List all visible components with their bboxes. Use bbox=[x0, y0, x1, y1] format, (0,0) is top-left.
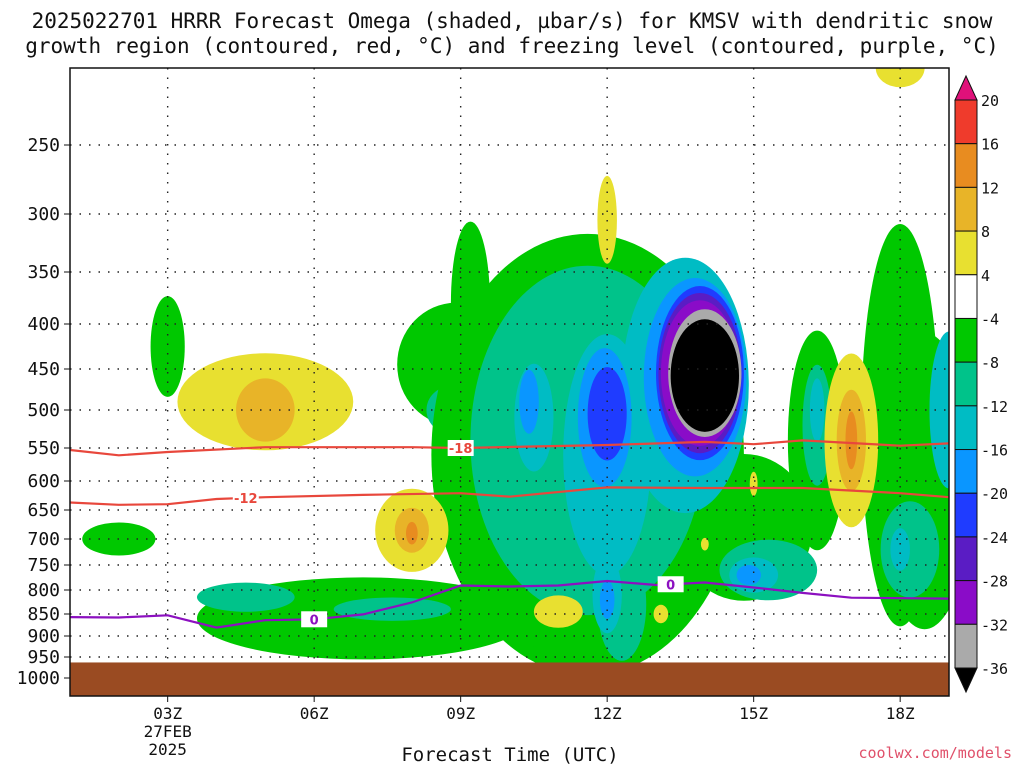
chart-title-line-2: growth region (contoured, red, °C) and f… bbox=[25, 34, 999, 58]
colorbar-segment-9 bbox=[954, 492, 978, 538]
contour-label-bg-1-0 bbox=[232, 489, 259, 506]
omega-region-43 bbox=[597, 175, 617, 264]
omega-region-32 bbox=[809, 378, 825, 442]
colorbar-label-9: -20 bbox=[981, 485, 1008, 503]
y-tick-label-250: 250 bbox=[27, 135, 60, 156]
colorbar-segment-1 bbox=[954, 143, 978, 188]
y-tick-label-300: 300 bbox=[27, 204, 60, 225]
colorbar-label-0: 20 bbox=[981, 92, 999, 110]
omega-region-22 bbox=[599, 580, 615, 619]
omega-region-24 bbox=[587, 367, 627, 461]
y-tick-label-900: 900 bbox=[27, 626, 60, 647]
contour-label-2-0: 0 bbox=[310, 613, 319, 628]
contour-label-bg-0-0 bbox=[447, 440, 474, 456]
colorbar-segment-6 bbox=[954, 361, 978, 407]
contour-line-1 bbox=[70, 486, 949, 506]
omega-region-37 bbox=[929, 331, 949, 489]
colorbar-top-arrow bbox=[954, 74, 978, 101]
y-tick-label-400: 400 bbox=[27, 314, 60, 335]
omega-region-45 bbox=[653, 604, 669, 624]
contour-label-2-1: 0 bbox=[666, 578, 675, 593]
x-tick-label-15Z: 15Z bbox=[739, 704, 768, 723]
colorbar-segment-5 bbox=[954, 317, 978, 363]
colorbar-label-5: -4 bbox=[981, 310, 999, 328]
colorbar-label-6: -8 bbox=[981, 354, 999, 372]
y-tick-label-650: 650 bbox=[27, 500, 60, 521]
omega-region-42 bbox=[405, 521, 418, 545]
y-tick-label-600: 600 bbox=[27, 471, 60, 492]
contour-label-bg-2-0 bbox=[301, 611, 328, 628]
colorbar-segment-8 bbox=[954, 449, 978, 494]
pressure-axis: 2503003504004505005506006507007508008509… bbox=[17, 135, 70, 689]
colorbar-label-2: 12 bbox=[981, 179, 999, 197]
colorbar-label-4: 4 bbox=[981, 267, 990, 285]
contour-label-0-0: -18 bbox=[449, 442, 473, 457]
colorbar-label-13: -36 bbox=[981, 660, 1008, 678]
omega-region-19 bbox=[519, 369, 539, 434]
omega-colorbar: 20 16 12 8 4 -4 -8 -12 -16 -20 -24 -28 -32 -36 bbox=[954, 74, 1008, 694]
chart-title-line-1: 2025022701 HRRR Forecast Omega (shaded, … bbox=[31, 9, 993, 33]
y-tick-label-500: 500 bbox=[27, 400, 60, 421]
contour-label-bg-2-1 bbox=[657, 576, 684, 593]
contour-label-1-0: -12 bbox=[234, 492, 258, 507]
plot-frame bbox=[69, 67, 950, 697]
omega-region-47 bbox=[749, 471, 758, 497]
omega-region-46 bbox=[700, 537, 709, 551]
omega-region-29 bbox=[670, 319, 740, 432]
colorbar-segment-12 bbox=[954, 623, 978, 669]
x-tick-label-18Z: 18Z bbox=[886, 704, 915, 723]
x-tick-label-06Z: 06Z bbox=[300, 704, 329, 723]
x-tick-label-03Z: 03Z bbox=[153, 704, 182, 723]
x-tick-label-09Z: 09Z bbox=[446, 704, 475, 723]
y-tick-label-850: 850 bbox=[27, 604, 60, 625]
omega-region-39 bbox=[236, 378, 295, 442]
y-tick-label-550: 550 bbox=[27, 438, 60, 459]
x-axis-label: Forecast Time (UTC) bbox=[401, 744, 619, 766]
colorbar-label-10: -24 bbox=[981, 529, 1008, 547]
colorbar-segment-7 bbox=[954, 405, 978, 451]
omega-region-44 bbox=[533, 595, 583, 628]
ground-below-surface bbox=[70, 662, 949, 696]
colorbar-segment-11 bbox=[954, 580, 978, 625]
colorbar-label-12: -32 bbox=[981, 616, 1008, 634]
contour-lines: -18 -12 0 0 bbox=[70, 439, 949, 629]
y-tick-label-800: 800 bbox=[27, 580, 60, 601]
x-tick-sublabel-1: 2025 bbox=[148, 740, 187, 759]
omega-region-1 bbox=[150, 296, 185, 397]
x-tick-sublabel-0: 27FEB bbox=[144, 722, 192, 741]
y-tick-label-700: 700 bbox=[27, 529, 60, 550]
source-credit: coolwx.com/models bbox=[858, 744, 1012, 762]
colorbar-segment-10 bbox=[954, 536, 978, 582]
omega-region-23 bbox=[736, 565, 761, 585]
colorbar-segment-3 bbox=[954, 230, 978, 276]
colorbar-label-7: -12 bbox=[981, 398, 1008, 416]
x-tick-label-12Z: 12Z bbox=[593, 704, 622, 723]
omega-region-50 bbox=[845, 411, 858, 470]
y-tick-label-350: 350 bbox=[27, 262, 60, 283]
y-tick-label-950: 950 bbox=[27, 647, 60, 668]
colorbar-bottom-arrow bbox=[954, 667, 978, 694]
colorbar-segment-4 bbox=[954, 274, 978, 319]
colorbar-label-3: 8 bbox=[981, 223, 990, 241]
colorbar-label-11: -28 bbox=[981, 573, 1008, 591]
y-tick-label-450: 450 bbox=[27, 359, 60, 380]
y-tick-label-1000: 1000 bbox=[17, 668, 60, 689]
omega-shading bbox=[82, 68, 949, 676]
colorbar-label-1: 16 bbox=[981, 136, 999, 154]
omega-region-4 bbox=[333, 597, 451, 621]
colorbar-segment-0 bbox=[954, 99, 978, 145]
colorbar-segment-2 bbox=[954, 186, 978, 232]
colorbar-label-8: -16 bbox=[981, 442, 1008, 460]
contour-line-2 bbox=[70, 579, 949, 629]
contour-line-0 bbox=[70, 439, 949, 457]
omega-region-36 bbox=[890, 528, 910, 571]
omega-region-3 bbox=[196, 582, 295, 612]
y-tick-label-750: 750 bbox=[27, 555, 60, 576]
